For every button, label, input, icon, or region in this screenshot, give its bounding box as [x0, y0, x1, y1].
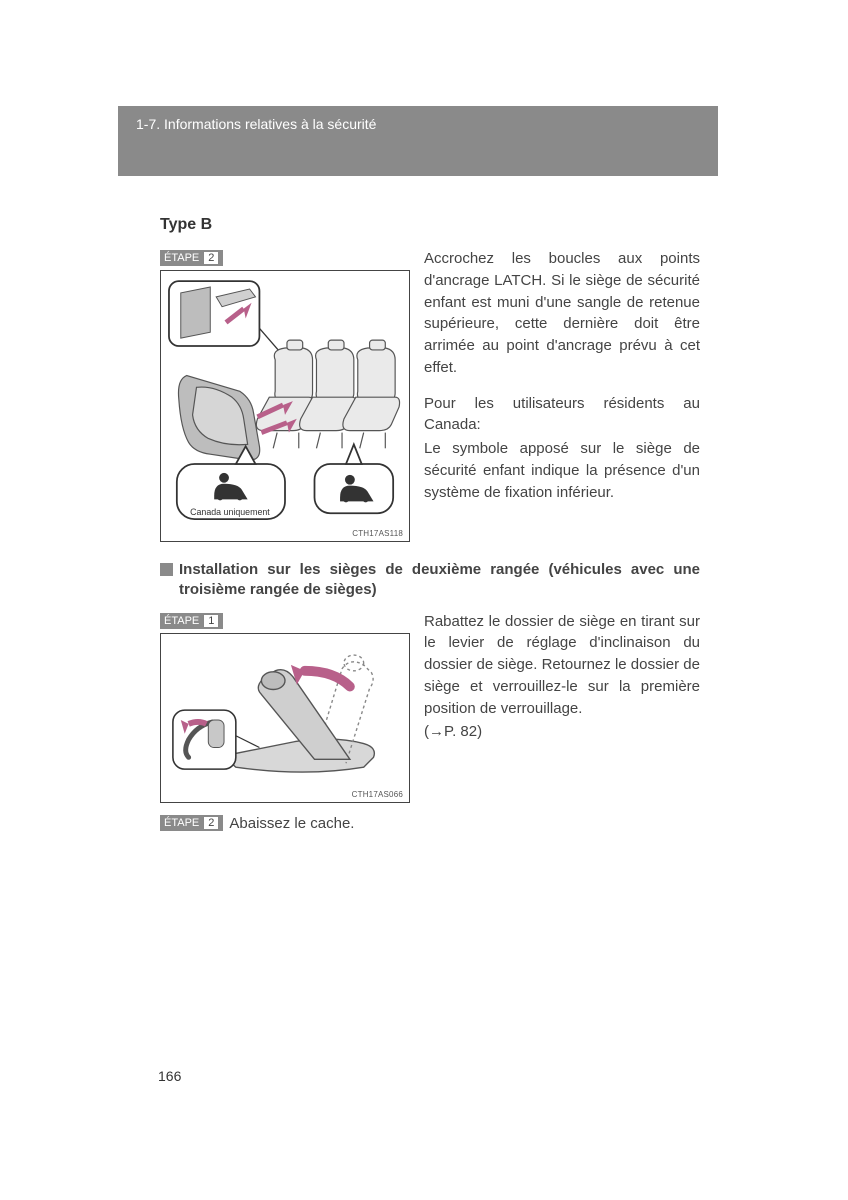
- square-bullet-icon: [160, 563, 173, 576]
- figure-2-wrap: ÉTAPE 1: [160, 611, 410, 803]
- type-heading: Type B: [160, 216, 700, 234]
- figure-2: CTH17AS066: [160, 633, 410, 803]
- subheading-row: Installation sur les sièges de deuxième …: [160, 560, 700, 601]
- paragraph-1: Accrochez les boucles aux points d'ancra…: [424, 248, 700, 379]
- section-header: 1-7. Informations relatives à la sécurit…: [118, 106, 718, 176]
- figure-1-wrap: ÉTAPE 2: [160, 248, 410, 542]
- figure-1-svg: Canada uniquement: [167, 277, 403, 537]
- figure-2-id: CTH17AS066: [352, 790, 403, 799]
- callout-left-text: Canada uniquement: [190, 507, 270, 517]
- page-ref: (→P. 82): [424, 721, 700, 743]
- paragraph-3: Rabattez le dossier de siège en tirant s…: [424, 611, 700, 720]
- paragraph-2b: Le symbole apposé sur le siège de sécuri…: [424, 438, 700, 503]
- step-number: 1: [203, 614, 219, 628]
- paragraph-2a: Pour les utilisateurs résidents au Canad…: [424, 393, 700, 437]
- figure-1-id: CTH17AS118: [352, 529, 403, 538]
- step-badge-1: ÉTAPE 1: [160, 613, 223, 629]
- text-column-2: Rabattez le dossier de siège en tirant s…: [424, 611, 700, 803]
- breadcrumb: 1-7. Informations relatives à la sécurit…: [136, 116, 376, 132]
- section-type-b: ÉTAPE 2: [160, 248, 700, 542]
- text-column-1: Accrochez les boucles aux points d'ancra…: [424, 248, 700, 542]
- callout-right: [315, 444, 394, 513]
- page-content: Type B ÉTAPE 2: [160, 216, 700, 832]
- inline-step-row: ÉTAPE 2 Abaissez le cache.: [160, 815, 700, 832]
- page-number: 166: [158, 1068, 181, 1084]
- subheading: Installation sur les sièges de deuxième …: [179, 560, 700, 601]
- step-badge-2: ÉTAPE 2: [160, 250, 223, 266]
- section-second-row: ÉTAPE 1: [160, 611, 700, 803]
- step-badge-inline: ÉTAPE 2: [160, 815, 223, 831]
- figure-2-svg: [167, 640, 403, 798]
- step-number: 2: [203, 251, 219, 265]
- step-label: ÉTAPE: [164, 817, 199, 829]
- step-label: ÉTAPE: [164, 252, 199, 264]
- step-number: 2: [203, 816, 219, 830]
- figure-1: Canada uniquement CTH17AS118: [160, 270, 410, 542]
- step-label: ÉTAPE: [164, 615, 199, 627]
- inline-step-text: Abaissez le cache.: [229, 815, 354, 832]
